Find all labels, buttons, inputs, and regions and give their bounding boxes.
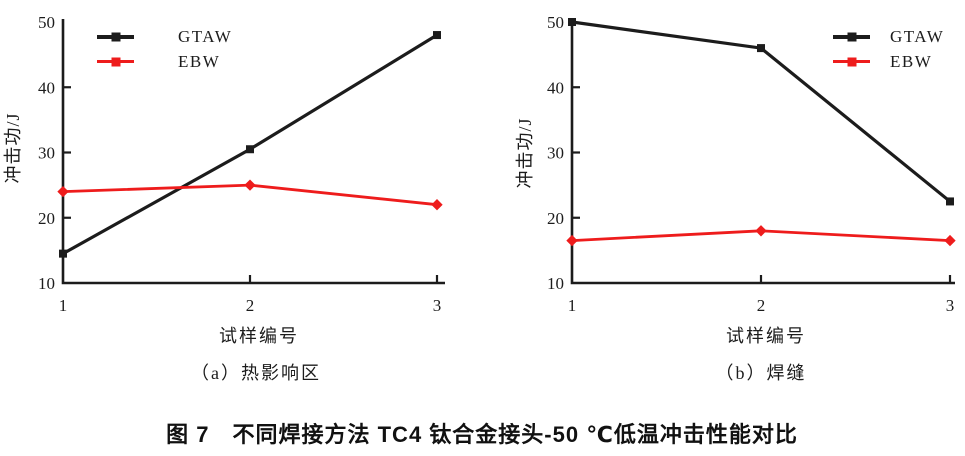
y-tick-label: 50	[38, 13, 55, 32]
data-point-ebw	[944, 234, 956, 247]
legend-item-ebw: EBW	[833, 49, 944, 74]
legend-label-gtaw: GTAW	[178, 26, 233, 46]
panel-subtitle-b: （b）焊缝	[715, 363, 807, 383]
data-point-gtaw	[946, 197, 954, 206]
x-tick-label: 2	[757, 296, 766, 315]
legend-a: GTAW EBW	[97, 24, 232, 74]
data-point-gtaw	[246, 145, 254, 154]
data-point-ebw	[244, 179, 256, 191]
legend-line-ebw-icon	[97, 57, 134, 66]
legend-line-ebw-icon	[833, 57, 870, 66]
y-tick-label: 20	[547, 209, 564, 228]
legend-marker-square-icon	[847, 57, 856, 66]
legend-line-gtaw-icon	[833, 32, 870, 41]
y-tick-label: 10	[547, 274, 564, 293]
legend-marker-square-icon	[111, 32, 120, 41]
y-tick-label: 40	[547, 78, 564, 97]
y-axis-title-a: 冲击功/J	[3, 112, 23, 184]
data-point-ebw	[566, 234, 578, 247]
y-tick-label: 20	[38, 209, 55, 228]
data-point-gtaw	[59, 249, 67, 258]
legend-label-ebw: EBW	[178, 51, 221, 71]
chart-panel-a: 10 20 30 40 50 1 2 3	[38, 13, 445, 315]
y-tick-label: 40	[38, 78, 55, 97]
data-point-gtaw	[568, 18, 576, 26]
y-tick-label: 50	[547, 13, 564, 32]
y-tick-label: 30	[38, 144, 55, 163]
x-axis-title-a: 试样编号	[219, 326, 299, 346]
data-point-ebw	[755, 225, 767, 237]
legend-line-gtaw-icon	[97, 32, 134, 41]
legend-item-gtaw: GTAW	[97, 24, 232, 49]
x-tick-label: 2	[246, 296, 255, 315]
legend-item-gtaw: GTAW	[833, 24, 944, 49]
x-tick-label: 1	[568, 296, 577, 315]
x-tick-label: 1	[59, 296, 68, 315]
x-axis-title-b: 试样编号	[726, 326, 806, 346]
axis	[570, 19, 955, 285]
legend-marker-square-icon	[111, 57, 120, 66]
y-tick-label: 10	[38, 274, 55, 293]
data-point-gtaw	[433, 31, 441, 40]
legend-label-gtaw: GTAW	[890, 26, 945, 46]
charts-canvas: 10 20 30 40 50 1 2 3 10 20 30 40 50 1 2 3	[38, 13, 956, 315]
legend-label-ebw: EBW	[890, 51, 933, 71]
axis	[61, 19, 445, 285]
data-point-gtaw	[757, 44, 765, 53]
data-point-ebw	[57, 185, 69, 198]
y-tick-label: 30	[547, 144, 564, 163]
legend-marker-square-icon	[847, 32, 856, 41]
chart-panel-b: 10 20 30 40 50 1 2 3	[547, 13, 956, 315]
panel-subtitle-a: （a）热影响区	[191, 363, 321, 383]
x-tick-label: 3	[433, 296, 442, 315]
figure-caption: 图 7 不同焊接方法 TC4 钛合金接头-50 ℃低温冲击性能对比	[166, 422, 798, 447]
x-tick-label: 3	[946, 296, 955, 315]
data-point-ebw	[431, 199, 443, 211]
legend-item-ebw: EBW	[97, 49, 232, 74]
legend-b: GTAW EBW	[833, 24, 944, 74]
y-axis-title-b: 冲击功/J	[515, 117, 535, 189]
